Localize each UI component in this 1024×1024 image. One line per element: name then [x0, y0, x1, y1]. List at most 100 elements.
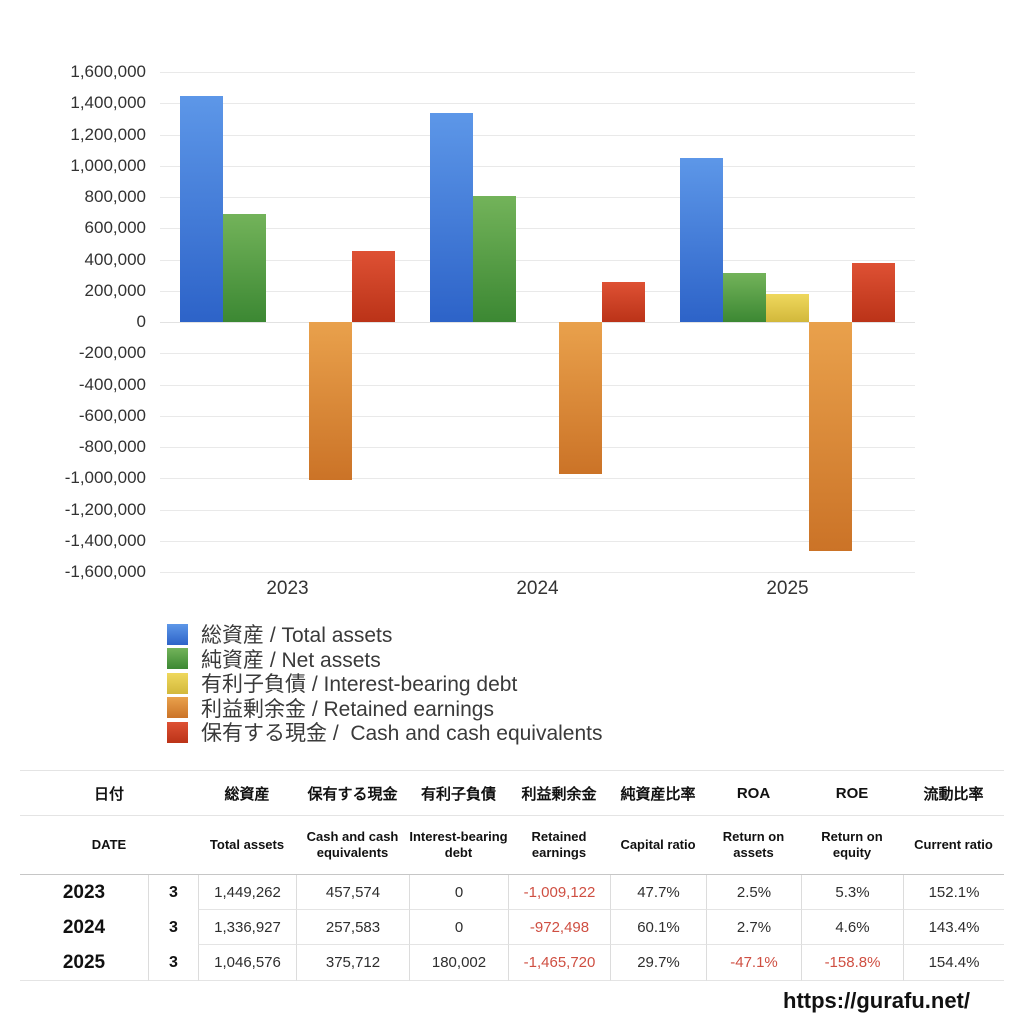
table-cell: -1,465,720 [508, 945, 610, 981]
bar-retained-earnings-2025 [809, 322, 852, 552]
col-header-en: Interest-bearing debt [409, 816, 508, 875]
y-tick-label: 1,200,000 [70, 124, 146, 144]
table-cell: -972,498 [508, 910, 610, 945]
gridline [160, 384, 915, 386]
legend-label: 有利子負債 / Interest-bearing debt [201, 673, 518, 696]
gridline [160, 572, 915, 573]
bar-net-assets-2024 [473, 196, 516, 322]
legend-item-net-assets: 純資産 / Net assets [167, 647, 381, 672]
legend-swatch-icon [167, 648, 188, 669]
table-cell: -47.1% [706, 945, 801, 981]
table-cell: 154.4% [903, 945, 1004, 981]
legend-item-retained-earnings: 利益剰余金 / Retained earnings [167, 696, 494, 721]
col-header-ja: ROA [706, 770, 801, 816]
table-cell: 1,336,927 [198, 910, 296, 945]
table-cell: 0 [409, 910, 508, 945]
col-header-en: Cash and cash equivalents [296, 816, 409, 875]
table-cell: 0 [409, 875, 508, 910]
gridline [160, 540, 915, 542]
y-tick-label: -800,000 [78, 437, 146, 456]
bar-total-assets-2023 [180, 95, 223, 322]
y-tick-label: 200,000 [84, 280, 146, 300]
bar-retained-earnings-2024 [559, 322, 602, 474]
y-tick-label: 1,400,000 [70, 93, 146, 113]
col-header-en: Return on equity [801, 816, 903, 875]
y-tick-label: 800,000 [84, 187, 146, 206]
y-tick-label: 1,600,000 [70, 62, 146, 81]
legend-swatch-icon [167, 721, 188, 743]
x-tick-label-2023: 2023 [266, 578, 309, 599]
table-cell: 257,583 [296, 910, 409, 945]
y-tick-label: -400,000 [78, 374, 146, 394]
table-cell: 180,002 [409, 945, 508, 981]
table-cell: 375,712 [296, 945, 409, 981]
gridline [160, 478, 915, 480]
gridline [160, 228, 915, 230]
legend-label: 純資産 / Net assets [201, 648, 381, 672]
gridline [160, 134, 915, 136]
col-header-en: Return on assets [706, 816, 801, 875]
legend-item-total-assets: 総資産 / Total assets [167, 622, 393, 647]
financial-table: 日付 総資産 保有する現金 有利子負債 利益剰余金 純資産比率 ROA ROE 流動比率 DATE… [20, 770, 1004, 981]
bar-retained-earnings-2023 [309, 322, 352, 480]
year-cell: 2025 [20, 945, 148, 981]
col-header-ja: 日付 [20, 770, 198, 816]
y-tick-label: 1,000,000 [70, 155, 146, 175]
col-header-en: Retained earnings [508, 816, 610, 875]
bar-net-assets-2025 [723, 273, 766, 322]
gridline [160, 415, 915, 417]
table-cell: 152.1% [903, 875, 1004, 910]
bar-net-assets-2023 [223, 213, 266, 322]
legend-label: 保有する現金 / Cash and cash equivalents [201, 722, 603, 745]
site-url[interactable]: https://gurafu.net/ [783, 988, 970, 1013]
y-tick-label: -1,200,000 [64, 499, 146, 519]
plot-area [160, 72, 915, 573]
col-header-en: Total assets [198, 816, 296, 875]
gridline [160, 509, 915, 511]
col-header-ja: 利益剰余金 [508, 770, 610, 816]
table-cell: 29.7% [610, 945, 706, 981]
bar-interest-bearing-debt-2025 [766, 293, 809, 322]
gridline [160, 103, 915, 105]
legend-swatch-icon [167, 697, 188, 718]
table-cell: 47.7% [610, 875, 706, 910]
gridline [160, 72, 915, 73]
y-tick-label: 0 [136, 312, 146, 331]
y-tick-label: -1,600,000 [64, 562, 146, 581]
legend-swatch-icon [167, 623, 188, 645]
col-header-ja: 流動比率 [903, 770, 1004, 816]
gridline [160, 197, 915, 198]
gridline [160, 353, 915, 355]
legend-item-cash: 保有する現金 / Cash and cash equivalents [167, 720, 603, 745]
gridline [160, 290, 915, 292]
legend-swatch-icon [167, 672, 188, 694]
gridline [160, 259, 915, 261]
col-header-ja: 保有する現金 [296, 770, 409, 816]
table-cell: 143.4% [903, 910, 1004, 945]
zero-gridline [160, 322, 915, 323]
col-header-en: DATE [20, 816, 198, 875]
bar-total-assets-2025 [680, 158, 723, 322]
bar-total-assets-2024 [430, 113, 473, 322]
bar-cash-2023 [352, 250, 395, 322]
col-header-ja: 総資産 [198, 770, 296, 816]
x-tick-label-2025: 2025 [766, 578, 809, 599]
month-cell: 3 [148, 875, 198, 910]
legend-label: 利益剰余金 / Retained earnings [201, 697, 494, 721]
y-tick-label: -1,000,000 [64, 468, 146, 488]
month-cell: 3 [148, 910, 198, 945]
col-header-ja: ROE [801, 770, 903, 816]
table-cell: 2.7% [706, 910, 801, 945]
table-cell: 457,574 [296, 875, 409, 910]
table-cell: 1,046,576 [198, 945, 296, 981]
table-cell: -158.8% [801, 945, 903, 981]
col-header-en: Current ratio [903, 816, 1004, 875]
bar-cash-2025 [852, 263, 895, 322]
legend-label: 総資産 / Total assets [201, 624, 393, 647]
table-cell: 1,449,262 [198, 875, 296, 910]
table-cell: 5.3% [801, 875, 903, 910]
table-cell: -1,009,122 [508, 875, 610, 910]
table-cell: 4.6% [801, 910, 903, 945]
legend-item-interest-bearing-debt: 有利子負債 / Interest-bearing debt [167, 671, 518, 696]
